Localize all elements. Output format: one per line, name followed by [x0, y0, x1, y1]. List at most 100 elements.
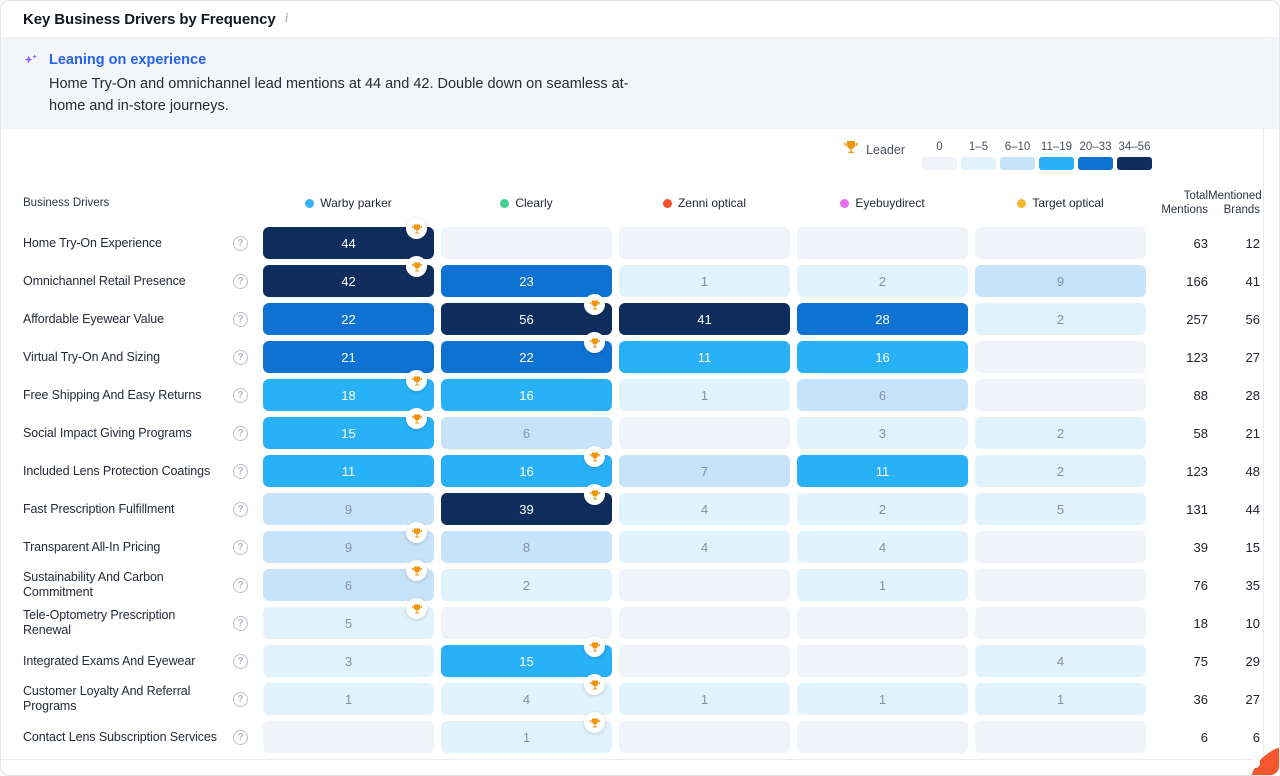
- help-icon[interactable]: ?: [233, 273, 248, 289]
- heatmap-cell[interactable]: 6: [263, 560, 434, 601]
- heatmap-cell[interactable]: 23: [441, 265, 612, 297]
- help-icon[interactable]: ?: [233, 653, 248, 669]
- mentioned-brands-value: 12: [1245, 235, 1260, 251]
- heatmap-cell[interactable]: 42: [263, 256, 434, 297]
- heatmap-cell[interactable]: 9: [975, 265, 1146, 297]
- help-icon[interactable]: ?: [233, 691, 248, 707]
- heatmap-cell[interactable]: [975, 569, 1146, 601]
- heatmap-cell[interactable]: [975, 341, 1146, 373]
- help-icon[interactable]: ?: [233, 501, 248, 517]
- heatmap-cell[interactable]: [975, 227, 1146, 259]
- cell-value: 9: [344, 539, 353, 555]
- heatmap-cell[interactable]: 4: [975, 645, 1146, 677]
- heatmap-cell[interactable]: 1: [975, 683, 1146, 715]
- heatmap-cell[interactable]: 3: [263, 645, 434, 677]
- cell-slot: 4: [797, 531, 975, 563]
- heatmap-cell[interactable]: [619, 417, 790, 449]
- heatmap-cell[interactable]: 15: [263, 408, 434, 449]
- cell-slot: 2: [975, 303, 1153, 335]
- heatmap-cell[interactable]: 8: [441, 531, 612, 563]
- help-icon[interactable]: ?: [233, 311, 248, 327]
- cell-slot: 15: [441, 636, 619, 677]
- heatmap-cell[interactable]: [619, 227, 790, 259]
- heatmap-cell[interactable]: 11: [797, 455, 968, 487]
- heatmap-cell[interactable]: [797, 227, 968, 259]
- cell-slot: 4: [441, 674, 619, 715]
- driver-label: Fast Prescription Fulfillment: [23, 501, 175, 516]
- cell-slot: [797, 607, 975, 639]
- heatmap-cell[interactable]: 1: [797, 569, 968, 601]
- heatmap-cell[interactable]: 39: [441, 484, 612, 525]
- heatmap-cell[interactable]: 4: [619, 531, 790, 563]
- heatmap-cell[interactable]: 44: [263, 218, 434, 259]
- help-icon[interactable]: ?: [233, 235, 248, 251]
- cell-value: 42: [341, 273, 356, 289]
- heatmap-cell[interactable]: [975, 721, 1146, 753]
- heatmap-cell[interactable]: 6: [797, 379, 968, 411]
- heatmap-cell[interactable]: 4: [797, 531, 968, 563]
- heatmap-cell[interactable]: 21: [263, 341, 434, 373]
- heatmap-cell[interactable]: 2: [797, 265, 968, 297]
- help-icon[interactable]: ?: [233, 349, 248, 365]
- heatmap-cell[interactable]: 18: [263, 370, 434, 411]
- heatmap-cell[interactable]: [975, 531, 1146, 563]
- cell-slot: 18: [263, 370, 441, 411]
- brand-name: Target optical: [1032, 196, 1104, 210]
- help-icon[interactable]: ?: [233, 463, 248, 479]
- cell-value: 18: [341, 387, 356, 403]
- heatmap-cell[interactable]: [441, 227, 612, 259]
- heatmap-cell[interactable]: [797, 645, 968, 677]
- heatmap-cell[interactable]: 2: [975, 303, 1146, 335]
- help-icon[interactable]: ?: [233, 615, 248, 631]
- heatmap-cell[interactable]: 1: [619, 683, 790, 715]
- heatmap-cell[interactable]: 4: [441, 674, 612, 715]
- heatmap-cell[interactable]: 2: [975, 455, 1146, 487]
- help-icon[interactable]: ?: [233, 577, 248, 593]
- heatmap-cell[interactable]: [619, 607, 790, 639]
- heatmap-cell[interactable]: [263, 721, 434, 753]
- heatmap-cell[interactable]: 1: [619, 265, 790, 297]
- heatmap-cell[interactable]: 1: [619, 379, 790, 411]
- heatmap-cell[interactable]: 9: [263, 522, 434, 563]
- help-icon[interactable]: ?: [233, 425, 248, 441]
- heatmap-cell[interactable]: [619, 645, 790, 677]
- heatmap-cell[interactable]: [797, 721, 968, 753]
- help-icon[interactable]: ?: [233, 539, 248, 555]
- heatmap-cell[interactable]: 1: [263, 683, 434, 715]
- heatmap-cell[interactable]: 5: [975, 493, 1146, 525]
- heatmap-cell[interactable]: 16: [441, 379, 612, 411]
- heatmap-cell[interactable]: [619, 569, 790, 601]
- heatmap-cell[interactable]: [797, 607, 968, 639]
- heatmap-cell[interactable]: 16: [797, 341, 968, 373]
- heatmap-cell[interactable]: [975, 607, 1146, 639]
- heatmap-cell[interactable]: 3: [797, 417, 968, 449]
- heatmap-cell[interactable]: 15: [441, 636, 612, 677]
- heatmap-cell[interactable]: [975, 379, 1146, 411]
- heatmap-cell[interactable]: 2: [975, 417, 1146, 449]
- heatmap-cell[interactable]: 16: [441, 446, 612, 487]
- help-icon[interactable]: ?: [233, 387, 248, 403]
- heatmap-cell[interactable]: 1: [441, 712, 612, 753]
- cell-slot: 2: [975, 417, 1153, 449]
- heatmap-cell[interactable]: 9: [263, 493, 434, 525]
- heatmap-cell[interactable]: 11: [619, 341, 790, 373]
- heatmap-cell[interactable]: 5: [263, 598, 434, 639]
- heatmap-cell[interactable]: [441, 607, 612, 639]
- heatmap-cell[interactable]: 7: [619, 455, 790, 487]
- heatmap-cell[interactable]: [619, 721, 790, 753]
- help-icon[interactable]: ?: [233, 729, 248, 745]
- heatmap-cell[interactable]: 1: [797, 683, 968, 715]
- heatmap-cell[interactable]: 4: [619, 493, 790, 525]
- cell-slot: 11: [263, 455, 441, 487]
- heatmap-cell[interactable]: 56: [441, 294, 612, 335]
- heatmap-cell[interactable]: 22: [441, 332, 612, 373]
- cell-slot: [975, 531, 1153, 563]
- heatmap-cell[interactable]: 28: [797, 303, 968, 335]
- heatmap-cell[interactable]: 41: [619, 303, 790, 335]
- info-icon[interactable]: i: [284, 11, 289, 26]
- heatmap-cell[interactable]: 2: [797, 493, 968, 525]
- heatmap-cell[interactable]: 6: [441, 417, 612, 449]
- heatmap-cell[interactable]: 11: [263, 455, 434, 487]
- heatmap-cell[interactable]: 2: [441, 569, 612, 601]
- heatmap-cell[interactable]: 22: [263, 303, 434, 335]
